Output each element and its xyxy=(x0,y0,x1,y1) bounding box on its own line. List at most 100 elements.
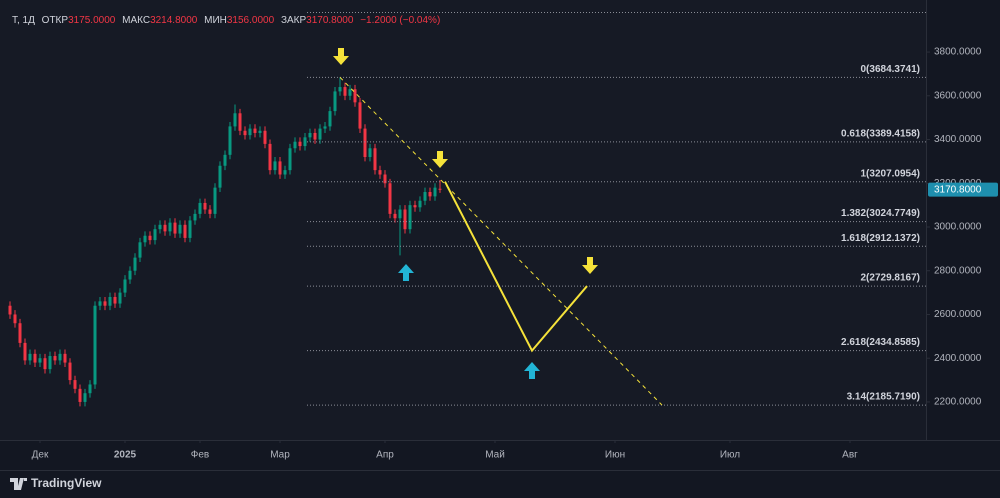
candle-body xyxy=(333,91,337,112)
candle-body xyxy=(283,170,287,175)
high-label: МАКС xyxy=(122,15,150,26)
x-tick-label: Апр xyxy=(376,450,394,461)
last-price-label: 3170.8000 xyxy=(934,184,982,195)
candle-body xyxy=(43,358,47,370)
y-tick-label: 3600.0000 xyxy=(934,90,982,101)
candle-body xyxy=(278,161,282,175)
candle-body xyxy=(23,342,27,361)
arrow-up xyxy=(524,362,540,379)
candle-body xyxy=(98,301,102,306)
candle-body xyxy=(53,356,57,361)
x-tick-label: 2025 xyxy=(114,450,137,461)
candle-body xyxy=(188,220,192,238)
candle-body xyxy=(148,235,152,241)
axes: 2200.0000 2400.0000 2600.0000 2800.0000 3000… xyxy=(32,47,998,461)
projection-line xyxy=(444,181,588,353)
fib-label: 0.618(3389.4158) xyxy=(841,128,920,139)
x-tick-label: Фев xyxy=(191,450,209,461)
candle-body xyxy=(403,209,407,230)
fib-label: 1.618(2912.1372) xyxy=(841,233,920,244)
fib-label: 1.382(3024.7749) xyxy=(841,208,920,219)
candle-body xyxy=(158,224,162,230)
y-tick-label: 3400.0000 xyxy=(934,134,982,145)
candle-body xyxy=(338,87,342,92)
open-value: 3175.0000 xyxy=(68,15,116,26)
candle-body xyxy=(58,353,62,361)
candle-body xyxy=(63,353,67,363)
candle-body xyxy=(438,188,442,190)
candle-body xyxy=(318,128,322,140)
candle-body xyxy=(123,279,127,293)
candle-body xyxy=(178,224,182,234)
candle-body xyxy=(433,187,437,197)
candle-body xyxy=(268,143,272,171)
candle-body xyxy=(398,209,402,219)
candle-body xyxy=(108,296,112,306)
arrow-down xyxy=(333,48,349,65)
brand-logo[interactable]: TradingView xyxy=(10,476,102,490)
candle-body xyxy=(313,132,317,140)
candle-body xyxy=(83,393,87,402)
candle-body xyxy=(193,213,197,221)
candle-body xyxy=(378,170,382,175)
candle-body xyxy=(213,187,217,214)
close-label: ЗАКР xyxy=(281,15,307,26)
candle-body xyxy=(68,362,72,381)
candle-body xyxy=(18,323,22,343)
x-tick-label: Мар xyxy=(270,450,290,461)
drawings: 0(3684.3741) 0.618(3389.4158) 1(3207.0954)… xyxy=(307,64,926,406)
candle-body xyxy=(383,174,387,184)
candle-body xyxy=(288,148,292,171)
candle-body xyxy=(28,353,32,361)
y-tick-label: 2200.0000 xyxy=(934,397,982,408)
x-tick-label: Авг xyxy=(842,450,858,461)
candle-body xyxy=(408,205,412,230)
candle-body xyxy=(153,229,157,241)
candles xyxy=(8,77,442,407)
candle-body xyxy=(133,257,137,271)
arrow-up xyxy=(398,264,414,281)
candle-body xyxy=(348,89,352,96)
candle-body xyxy=(38,358,42,363)
low-label: МИН xyxy=(204,15,227,26)
open-label: ОТКР xyxy=(42,15,69,26)
candle-body xyxy=(33,353,37,363)
x-tick-label: Июн xyxy=(605,450,625,461)
candle-body xyxy=(243,130,247,136)
change: −1.2000 (−0.04%) xyxy=(360,15,440,26)
candle-body xyxy=(368,148,372,158)
fib-label: 0(3684.3741) xyxy=(861,64,921,75)
candle-body xyxy=(163,224,167,232)
candle-body xyxy=(298,141,302,147)
y-tick-label: 2600.0000 xyxy=(934,309,982,320)
candle-body xyxy=(228,126,232,155)
fib-label: 1(3207.0954) xyxy=(861,168,921,179)
candle-body xyxy=(183,224,187,238)
candle-body xyxy=(203,202,207,210)
fib-label: 3.14(2185.7190) xyxy=(847,392,920,403)
candle-body xyxy=(73,380,77,389)
candle-body xyxy=(263,130,267,144)
candle-body xyxy=(293,141,297,149)
arrows xyxy=(333,48,598,379)
candle-body xyxy=(393,213,397,219)
candle-body xyxy=(88,384,92,394)
plot-area xyxy=(0,0,926,440)
candle-body xyxy=(168,222,172,232)
candle-body xyxy=(258,130,262,133)
candle-body xyxy=(173,222,177,234)
candle-body xyxy=(373,148,377,171)
candle-body xyxy=(128,270,132,280)
candle-body xyxy=(218,165,222,188)
symbol: Т, 1Д xyxy=(12,15,35,26)
candle-body xyxy=(413,205,417,208)
arrow-down xyxy=(582,257,598,274)
candle-body xyxy=(13,314,17,324)
y-tick-label: 2800.0000 xyxy=(934,265,982,276)
y-tick-label: 2400.0000 xyxy=(934,353,982,364)
candle-body xyxy=(48,356,52,370)
logo-icon xyxy=(10,478,27,490)
fib-label: 2.618(2434.8585) xyxy=(841,337,920,348)
candle-body xyxy=(363,128,367,158)
